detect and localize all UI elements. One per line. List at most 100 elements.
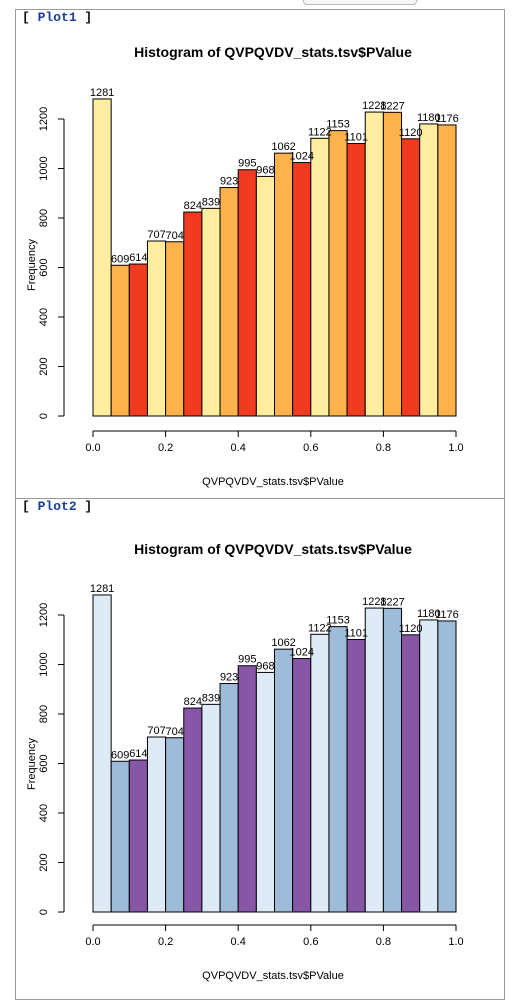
panel-label-name: Plot2 [37,499,77,514]
histogram-bar [401,634,421,913]
x-tick-label: 0.8 [376,442,391,454]
histogram-chart: Histogram of QVPQVDV_stats.tsv$PValue QV… [26,541,464,982]
panel-label: [ Plot1 ] [22,10,93,25]
bar-value-label: 1176 [435,113,459,125]
y-tick-label: 1200 [38,603,50,627]
bar-value-label: 1176 [435,609,459,621]
bar-value-label: 609 [111,253,129,265]
histogram-bar [419,619,439,913]
histogram-bar [183,211,203,417]
histogram-bar [310,137,330,417]
x-tick-label: 0.6 [303,442,318,454]
y-tick-label: 600 [38,754,50,772]
x-tick-label: 0.2 [158,442,173,454]
bar-value-label: 1024 [289,647,313,659]
histogram-bar [237,169,257,417]
chart-title: Histogram of QVPQVDV_stats.tsv$PValue [134,541,412,557]
histogram-bar [364,607,384,913]
histogram-bar [128,759,148,913]
bar-value-label: 923 [220,672,238,684]
bar-value-label: 1122 [308,126,332,138]
bar-value-label: 1228 [362,100,386,112]
x-tick-label: 0.4 [231,936,246,948]
panel-label-name: Plot1 [37,10,77,25]
y-tick-label: 0 [38,909,50,915]
bar-value-label: 707 [147,725,165,737]
histogram-bar [201,207,221,417]
bar-value-label: 1153 [326,615,350,627]
histogram-bar [110,264,130,417]
x-tick-label: 0.0 [85,442,100,454]
toolbar-widget[interactable] [303,0,417,5]
histogram-bar [328,130,348,417]
x-tick-label: 1.0 [448,936,463,948]
y-tick-label: 200 [38,357,50,375]
histogram-bar [382,111,403,417]
bar-value-label: 1228 [362,596,386,608]
bar-value-label: 1227 [380,596,404,608]
histogram-bar [274,152,294,417]
bar-value-label: 614 [129,252,147,264]
histogram-bar [274,648,294,913]
histogram-bar [92,594,112,913]
histogram-bar [128,263,148,417]
histogram-bar [310,633,330,913]
panel-label: [ Plot2 ] [22,499,93,514]
bar-value-label: 1120 [399,623,423,635]
y-tick-label: 400 [38,308,50,326]
y-tick-label: 600 [38,258,50,276]
bar-value-label: 839 [202,692,220,704]
bar-value-label: 1180 [417,112,441,124]
bar-value-label: 704 [165,230,183,242]
bar-value-label: 1101 [344,628,368,640]
bar-value-label: 1062 [271,141,295,153]
histogram-bar [92,98,112,417]
plot-panel-1: [ Plot1 ] Histogram of QVPQVDV_stats.tsv… [15,9,505,499]
histogram-bar [437,124,457,417]
bar-value-label: 707 [147,229,165,241]
x-tick-label: 0.8 [376,936,391,948]
x-tick-label: 0.2 [158,936,173,948]
y-tick-label: 1200 [38,107,50,131]
bar-value-label: 1153 [326,119,350,131]
bar-value-label: 824 [184,200,202,212]
bar-value-label: 609 [111,749,129,761]
bar-value-label: 704 [165,726,183,738]
chart-title: Histogram of QVPQVDV_stats.tsv$PValue [134,44,412,60]
y-tick-label: 1000 [38,156,50,180]
histogram-bar [110,760,130,913]
x-tick-label: 0.4 [231,442,246,454]
histogram-bar [255,175,276,417]
x-tick-label: 0.6 [303,936,318,948]
bar-value-label: 968 [256,164,274,176]
bar-value-label: 923 [220,176,238,188]
histogram-bar [437,620,457,913]
bar-value-label: 839 [202,196,220,208]
histogram-bar [382,607,403,913]
y-tick-label: 800 [38,209,50,227]
histogram-bar [237,665,257,913]
histogram-bar [255,671,276,913]
bar-value-label: 968 [256,660,274,672]
x-axis-title: QVPQVDV_stats.tsv$PValue [202,476,344,488]
bar-value-label: 995 [238,158,256,170]
histogram-bar [419,123,439,417]
histogram-bar [165,737,185,913]
y-tick-label: 1000 [38,652,50,676]
bar-value-label: 1062 [271,637,295,649]
histogram-bar [146,240,167,417]
histogram-bar [165,241,185,417]
y-axis-title: Frequency [26,738,38,790]
bar-value-label: 1227 [380,100,404,112]
bar-value-label: 824 [184,696,202,708]
histogram-chart: Histogram of QVPQVDV_stats.tsv$PValue QV… [26,44,464,488]
y-axis-title: Frequency [26,239,38,291]
x-tick-label: 1.0 [448,442,463,454]
histogram-bar [292,162,312,417]
x-axis-title: QVPQVDV_stats.tsv$PValue [202,970,344,982]
bar-value-label: 1101 [344,132,368,144]
histogram-bar [219,187,239,417]
y-tick-label: 400 [38,804,50,822]
bar-value-label: 1281 [90,583,114,595]
bar-value-label: 995 [238,654,256,666]
